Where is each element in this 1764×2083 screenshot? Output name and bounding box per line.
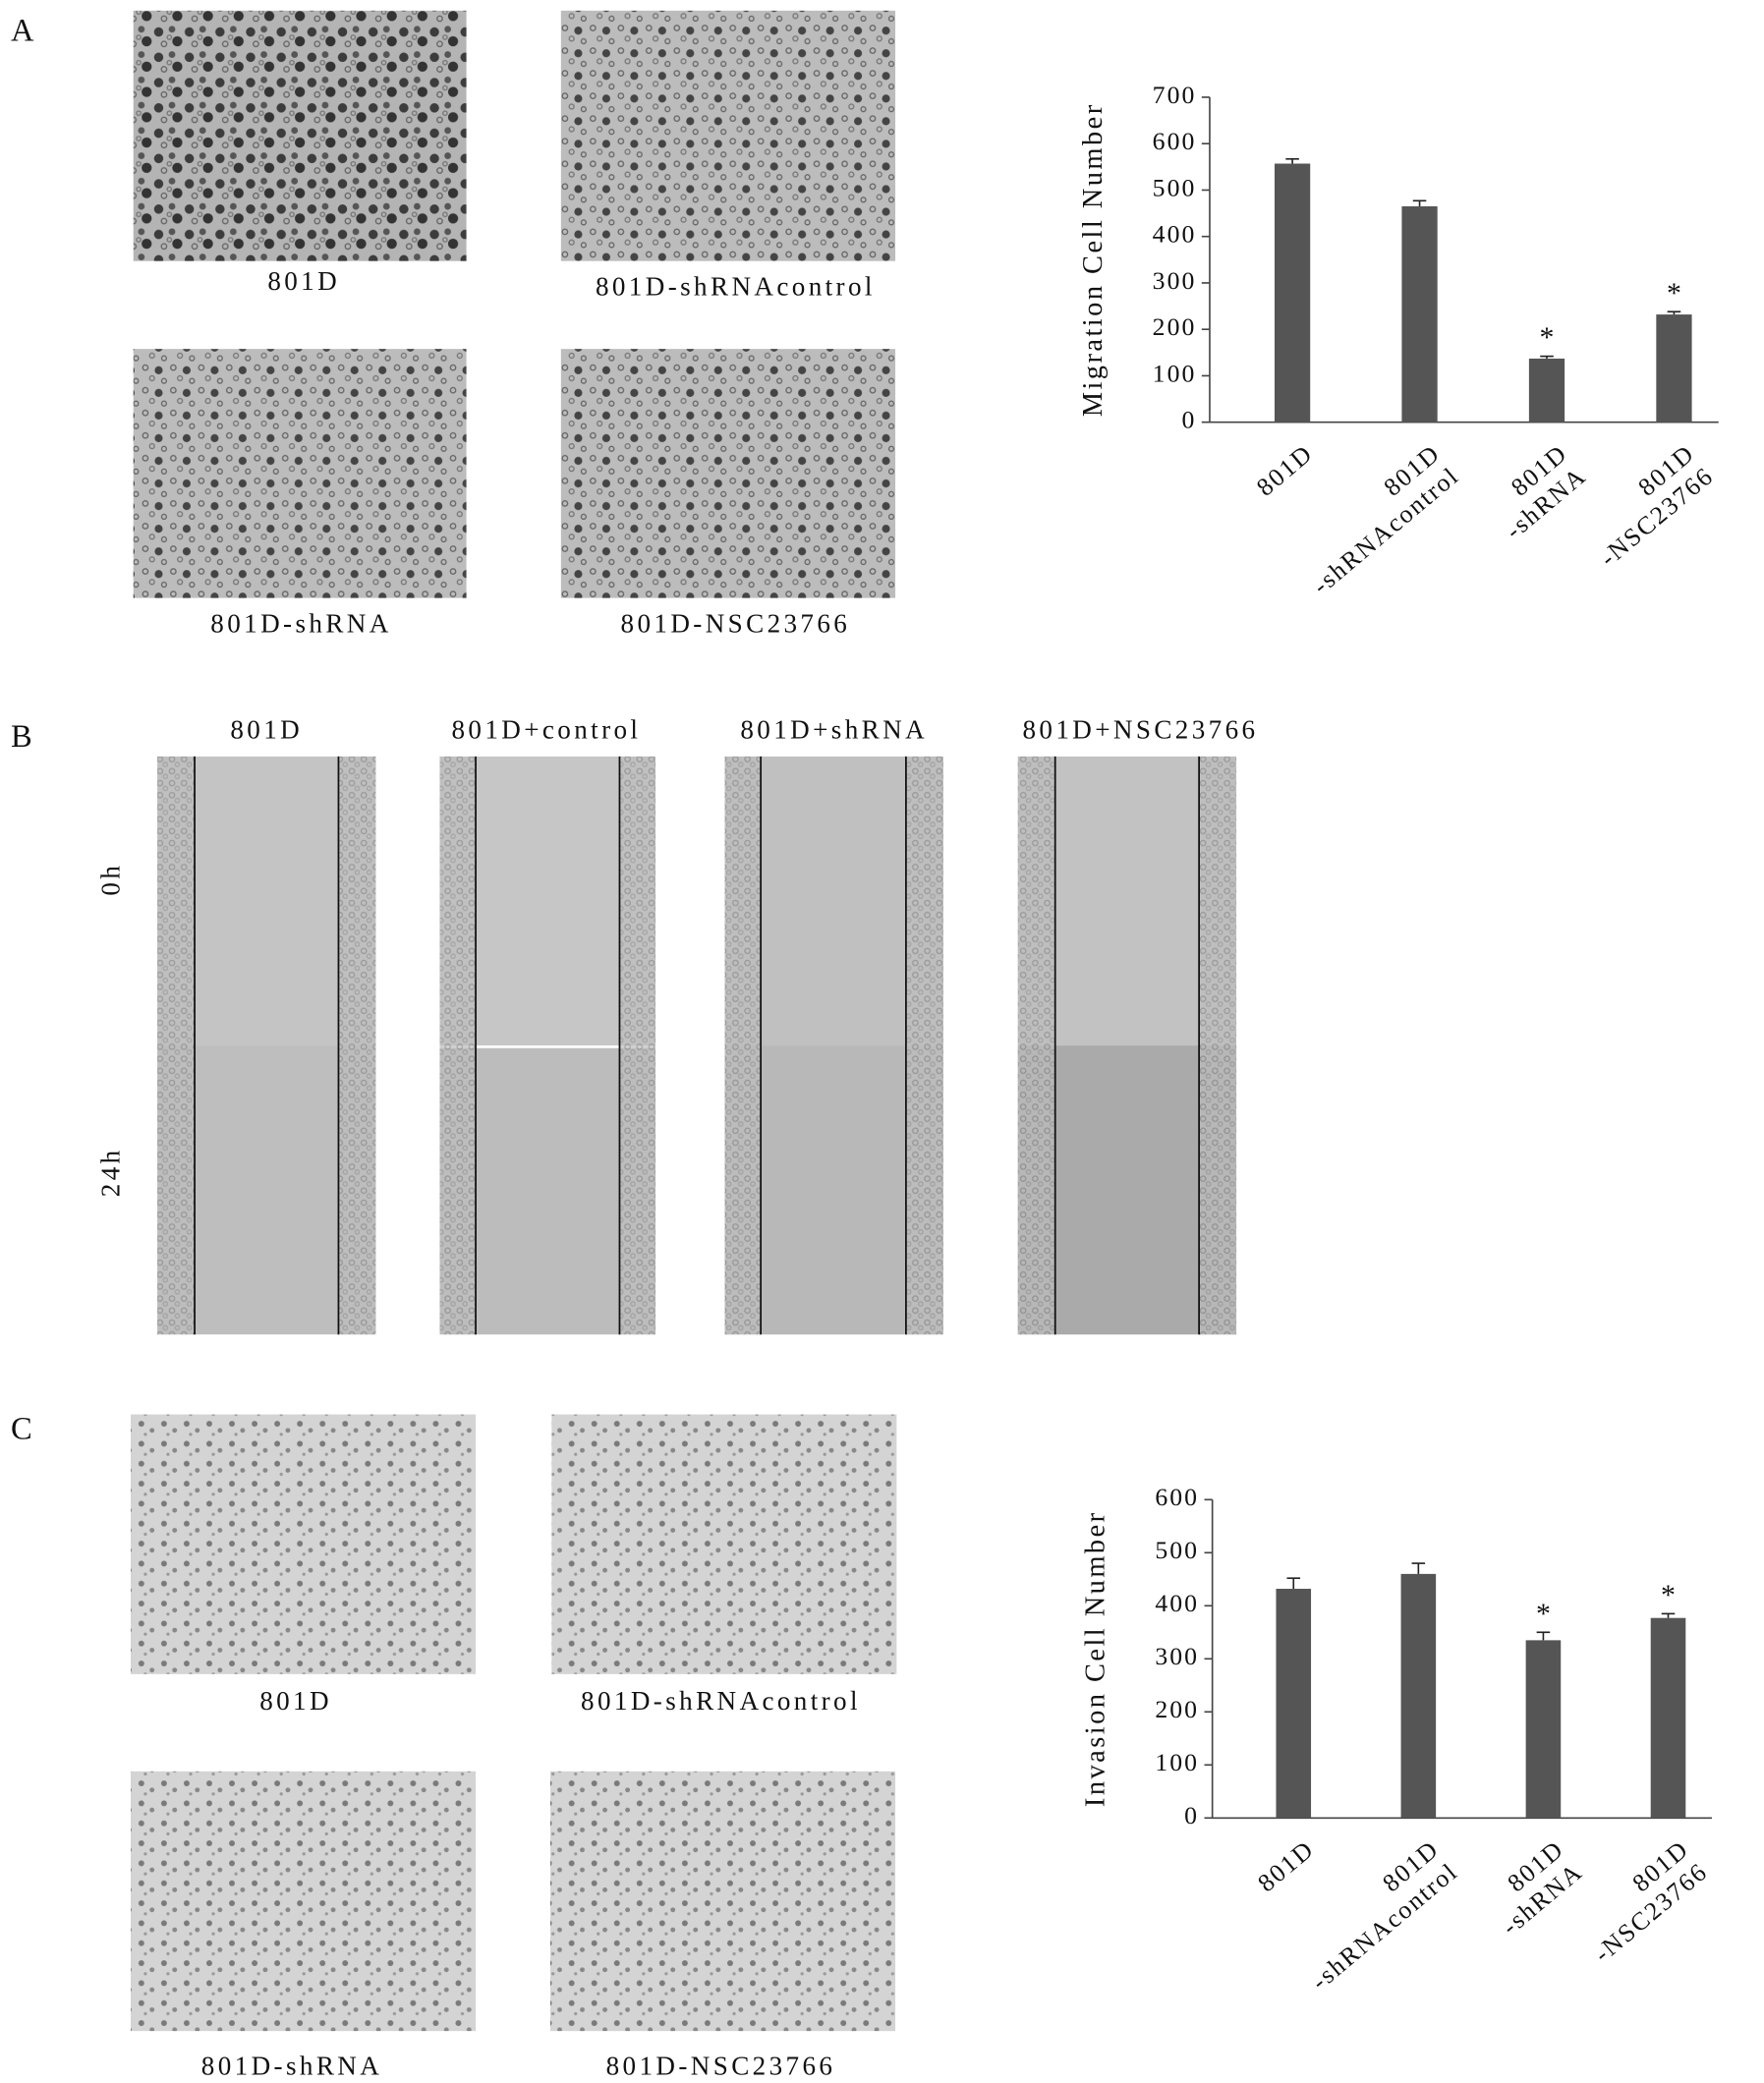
x-tick-label-group: 801D <box>1252 1834 1320 1897</box>
cell-edge <box>1017 756 1055 1335</box>
y-axis-label: Migration Cell Number <box>1078 102 1109 417</box>
error-bar <box>1667 310 1681 315</box>
image-caption: 801D-shRNAcontrol <box>596 271 876 301</box>
bar-chart: 0 100 200 300 400 500 600 Invasion Cell Number 8… <box>1081 1483 1714 1996</box>
micrograph <box>130 1771 477 2032</box>
error-bar <box>1540 355 1554 359</box>
image-caption: 801D-shRNAcontrol <box>581 1686 861 1716</box>
significance-mark: * <box>1667 277 1681 310</box>
image-caption: 801D-shRNA <box>210 608 391 638</box>
y-tick-label: 600 <box>1155 1483 1199 1511</box>
bar <box>1656 314 1692 422</box>
y-tick-label: 0 <box>1181 406 1196 434</box>
image-caption: 801D-NSC23766 <box>606 2051 836 2080</box>
y-axis-label: Invasion Cell Number <box>1081 1510 1111 1807</box>
error-bar <box>1412 199 1427 206</box>
bar <box>1525 1640 1562 1819</box>
micrograph <box>133 349 467 598</box>
micrograph <box>560 349 896 598</box>
micrograph <box>560 10 896 261</box>
column-label: 801D+NSC23766 <box>1022 715 1258 745</box>
x-tick-label-group: 801D <box>1251 438 1319 501</box>
cell-edge <box>338 756 376 1335</box>
cell-edge <box>439 756 477 1335</box>
y-tick-label: 700 <box>1153 81 1197 109</box>
x-tick-label: 801D <box>1252 1834 1320 1897</box>
y-tick-label: 300 <box>1153 266 1197 295</box>
y-tick-label: 200 <box>1155 1695 1199 1723</box>
column-label: 801D <box>230 715 303 745</box>
panel-label: C <box>11 1412 32 1447</box>
cell-edge <box>157 756 196 1335</box>
wound-images <box>157 756 1237 1335</box>
bar <box>1400 1573 1437 1819</box>
error-bar <box>1411 1562 1426 1574</box>
error-bar <box>1285 157 1299 164</box>
panel-label: A <box>11 13 34 48</box>
significance-mark: * <box>1540 321 1555 354</box>
x-tick-label: 801D <box>1251 438 1319 501</box>
micrograph <box>130 1414 477 1674</box>
micrograph <box>549 1771 896 2032</box>
x-tick-label-group: 801D-shRNA <box>1496 1834 1588 1941</box>
cell-edge <box>619 756 656 1335</box>
cell-edge <box>724 756 762 1335</box>
cell-edge <box>905 756 943 1335</box>
significance-mark: * <box>1536 1598 1551 1630</box>
row-label: 0h <box>96 863 126 896</box>
y-tick-label: 500 <box>1153 173 1197 201</box>
image-caption: 801D-shRNA <box>201 2051 382 2080</box>
y-tick-label: 600 <box>1153 127 1197 155</box>
error-bar <box>1536 1631 1551 1641</box>
bar <box>1528 358 1565 422</box>
bar <box>1650 1617 1686 1819</box>
bar <box>1276 1589 1312 1819</box>
y-tick-label: 100 <box>1153 359 1197 387</box>
row-label: 24h <box>96 1147 126 1197</box>
y-tick-label: 400 <box>1153 220 1197 249</box>
cell-edge <box>1199 756 1237 1335</box>
y-tick-label: 400 <box>1155 1589 1199 1617</box>
micrograph <box>133 10 467 261</box>
y-tick-label: 500 <box>1155 1536 1199 1564</box>
x-tick-label-group: 801D-NSC23766 <box>1588 1834 1713 1968</box>
y-tick-label: 200 <box>1153 312 1197 341</box>
image-caption: 801D <box>259 1686 332 1716</box>
error-bar <box>1661 1612 1676 1618</box>
bar <box>1401 205 1438 422</box>
error-bar <box>1286 1577 1301 1590</box>
image-caption: 801D <box>267 266 340 296</box>
y-tick-label: 100 <box>1155 1748 1199 1776</box>
column-label: 801D+shRNA <box>740 715 928 745</box>
bar <box>1274 163 1311 422</box>
column-label: 801D+control <box>451 715 641 745</box>
bar-chart: 0 100 200 300 400 500 600 700 Migration Cell Num… <box>1078 81 1719 600</box>
significance-mark: * <box>1661 1579 1676 1611</box>
image-caption: 801D-NSC23766 <box>621 608 851 638</box>
x-tick-label-group: 801D-shRNA <box>1500 438 1592 544</box>
micrograph <box>551 1414 897 1674</box>
y-tick-label: 0 <box>1184 1801 1199 1830</box>
panel-label: B <box>11 719 32 755</box>
y-tick-label: 300 <box>1155 1642 1199 1670</box>
x-tick-label-group: 801D-NSC23766 <box>1594 438 1719 572</box>
